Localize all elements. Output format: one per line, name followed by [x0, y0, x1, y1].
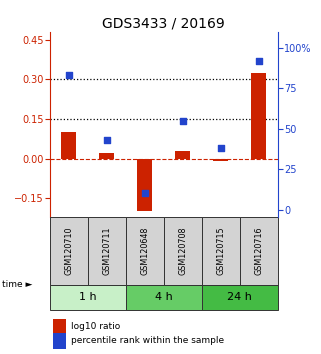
Bar	[175, 151, 190, 159]
Text: percentile rank within the sample: percentile rank within the sample	[71, 336, 224, 345]
Bar	[202, 285, 278, 310]
Bar	[251, 73, 266, 159]
Bar	[50, 217, 88, 285]
Bar	[99, 153, 114, 159]
Text: log10 ratio: log10 ratio	[71, 322, 120, 331]
Bar	[126, 217, 164, 285]
Bar	[164, 217, 202, 285]
Text: GSM120648: GSM120648	[140, 227, 149, 275]
Text: 24 h: 24 h	[227, 292, 252, 302]
Text: GSM120715: GSM120715	[216, 226, 225, 275]
Text: 4 h: 4 h	[155, 292, 173, 302]
Point	[180, 118, 185, 124]
Point	[256, 58, 261, 64]
Bar	[137, 159, 152, 211]
Text: GSM120710: GSM120710	[64, 226, 73, 275]
Point	[66, 73, 71, 78]
Text: 1 h: 1 h	[79, 292, 97, 302]
Bar	[50, 285, 126, 310]
Text: time ►: time ►	[2, 280, 32, 290]
Point	[104, 137, 109, 143]
Text: GSM120711: GSM120711	[102, 226, 111, 275]
Text: GSM120716: GSM120716	[254, 226, 263, 275]
Bar	[202, 217, 240, 285]
Title: GDS3433 / 20169: GDS3433 / 20169	[102, 17, 225, 31]
Bar	[88, 217, 126, 285]
Bar	[61, 132, 76, 159]
Text: GSM120708: GSM120708	[178, 226, 187, 275]
Bar	[126, 285, 202, 310]
Bar	[213, 159, 228, 161]
Bar	[240, 217, 278, 285]
Point	[142, 191, 147, 196]
Point	[218, 145, 223, 151]
